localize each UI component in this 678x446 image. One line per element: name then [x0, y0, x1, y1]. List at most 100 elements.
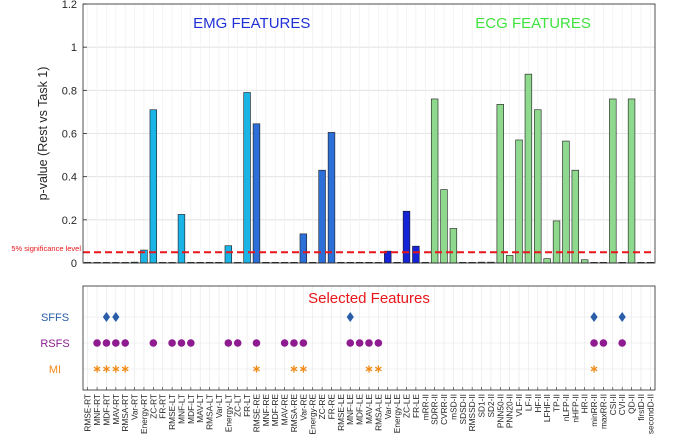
bar-PNN50-II: [496, 104, 504, 264]
bar-QD-II: [627, 98, 636, 264]
marker-rsfs-MDF-LE: [355, 339, 364, 347]
marker-sffs-MNF-LE: [346, 312, 354, 322]
marker-rsfs-maxRR-II: [599, 339, 608, 347]
bar-RMSE-RE: [252, 123, 261, 264]
x-tick-label: RMSSD-II: [467, 394, 477, 431]
x-tick-label: Energy-RE: [308, 394, 318, 435]
bar-PNN20-II: [505, 255, 514, 264]
x-tick-label: Energy-RT: [139, 394, 149, 434]
group-label-ecg: ECG FEATURES: [475, 15, 591, 32]
y-tick-label: 0.6: [62, 129, 77, 141]
x-tick-label: Var-LE: [383, 394, 393, 420]
x-tick-label: Var-RT: [130, 394, 140, 420]
bar-TP-II: [552, 220, 561, 264]
x-tick-label: SDSD-II: [458, 394, 468, 424]
marker-rsfs-ZC-RT: [149, 339, 158, 347]
x-tick-label: RMSE-LT: [167, 394, 177, 430]
bar-ZC-RT: [149, 109, 158, 264]
bar-MNF-LT: [177, 214, 186, 264]
bar-HF-II: [534, 109, 542, 264]
x-tick-label: RMSA-RT: [120, 394, 130, 432]
x-tick-label: TP-II: [552, 394, 562, 412]
marker-mi-Var-RE: [299, 365, 307, 373]
marker-mi-RMSA-RT: [121, 365, 129, 373]
bar-CSI-II: [609, 98, 617, 264]
marker-rsfs-MNF-LE: [346, 339, 355, 347]
x-tick-label: Var-RE: [298, 394, 308, 421]
marker-mi-minRR-II: [590, 365, 598, 373]
bar-plot-frame: [82, 3, 656, 264]
x-tick-label: CVI-II: [617, 394, 627, 415]
x-tick-label: ZC-RE: [317, 394, 327, 420]
x-tick-label: SD1-II: [477, 394, 487, 418]
x-tick-label: LF-II: [523, 394, 533, 411]
x-tick-label: LFHF-II: [542, 394, 552, 422]
marker-rsfs-Energy-LT: [224, 339, 233, 347]
x-tick-label: MDF-RE: [270, 394, 280, 427]
bar-mSD-II: [449, 228, 458, 264]
bar-ZC-RE: [318, 169, 326, 264]
x-tick-label: ZC-LE: [402, 394, 412, 418]
y-axis-label: p-value (Rest vs Task 1): [36, 67, 50, 201]
x-tick-label: secondD-II: [645, 394, 655, 434]
y-tick-label: 0: [71, 258, 77, 270]
x-tick-label: FR-RT: [158, 394, 168, 419]
x-tick-label: MDF-LT: [186, 394, 196, 424]
bar-Var-RE: [299, 233, 308, 264]
bar-nHFP-II: [571, 169, 579, 264]
x-tick-label: Var-LT: [214, 394, 224, 418]
marker-sffs-MAV-RT: [112, 312, 120, 322]
x-tick-label: ZC-RT: [148, 394, 158, 419]
bar-SDRR-II: [430, 98, 439, 264]
y-tick-label: 0.2: [62, 215, 77, 227]
bar-Energy-LT: [224, 245, 233, 264]
x-tick-label: nLFP-II: [561, 394, 571, 421]
threshold-label: 5% significance level: [11, 244, 81, 253]
x-tick-label: RMSE-LE: [336, 394, 346, 431]
marker-mi-RMSA-RE: [290, 365, 298, 373]
marker-rsfs-MDF-LT: [187, 339, 195, 347]
x-tick-label: ZC-LT: [233, 394, 243, 417]
method-label-sffs: SFFS: [41, 312, 69, 324]
bar-VLF-II: [515, 139, 523, 264]
x-tick-label: firstD-II: [636, 394, 646, 421]
marker-sffs-MDF-RT: [102, 312, 111, 322]
x-tick-label: FR-LT: [242, 394, 252, 417]
y-tick-label: 1.2: [62, 0, 77, 11]
x-tick-label: RMSE-RE: [251, 394, 261, 433]
x-tick-label: MNF-RT: [92, 394, 102, 426]
y-tick-label: 1: [71, 42, 77, 54]
x-tick-label: SD2-II: [486, 394, 496, 418]
y-tick-label: 0.8: [62, 85, 77, 97]
bar-HR-II: [580, 259, 589, 264]
x-tick-label: PNN50-II: [495, 394, 505, 428]
marker-rsfs-RMSA-RE: [290, 339, 298, 347]
marker-rsfs-minRR-II: [590, 339, 598, 347]
x-tick-label: mRR-II: [420, 394, 430, 420]
x-tick-label: CVRR-II: [439, 394, 449, 425]
x-tick-label: VLF-II: [514, 394, 524, 417]
marker-sffs-CVI-II: [618, 312, 626, 322]
x-tick-label: SDRR-II: [430, 394, 440, 425]
x-tick-label: Energy-LE: [392, 394, 402, 434]
x-tick-label: mSD-II: [448, 394, 458, 420]
marker-mi-MDF-RT: [102, 365, 110, 373]
x-tick-label: MNF-LE: [345, 394, 355, 425]
x-tick-label: MNF-RE: [261, 394, 271, 427]
marker-mi-MAV-LE: [365, 365, 373, 373]
x-tick-label: MAV-LE: [364, 394, 374, 424]
x-tick-label: RMSA-LE: [373, 394, 383, 431]
x-tick-label: RMSA-LT: [205, 394, 215, 430]
x-tick-label: MDF-LE: [355, 394, 365, 425]
bar-ZC-LE: [402, 210, 411, 264]
marker-rsfs-MDF-RT: [102, 339, 111, 347]
x-tick-label: HR-II: [580, 394, 590, 413]
method-label-rsfs: RSFS: [40, 338, 69, 350]
x-tick-label: CSI-II: [608, 394, 618, 415]
marker-rsfs-MAV-RE: [280, 339, 289, 347]
bar-FR-LE: [412, 245, 420, 264]
x-tick-label: MDF-RT: [101, 394, 111, 426]
marker-mi-MNF-RT: [93, 365, 101, 373]
marker-mi-RMSE-RE: [253, 365, 260, 373]
